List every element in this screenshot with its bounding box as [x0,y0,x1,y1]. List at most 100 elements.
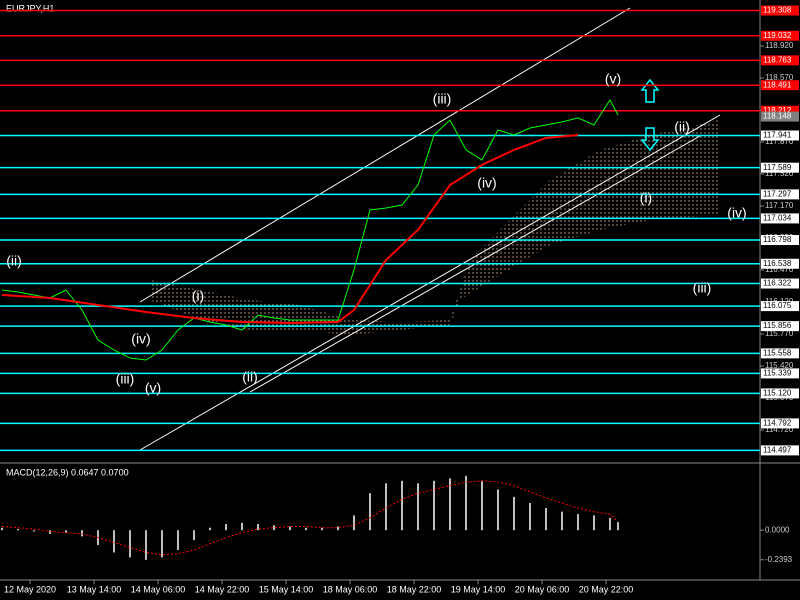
macd-bar [529,503,531,531]
y-tick-label: 117.520 [765,169,794,178]
wave-label: (iv) [477,175,496,191]
wave-label: (i) [640,190,652,206]
price-line [1,99,619,361]
macd-bar [81,530,83,537]
level-box [761,235,799,246]
y-tick-label: 115.770 [765,329,794,338]
macd-bar [465,475,467,531]
level-box [761,278,799,289]
macd-bar [561,511,563,531]
level-label: 114.497 [763,445,792,454]
x-tick-label: 18 May 06:00 [323,584,378,594]
level-label: 118.212 [763,106,792,115]
level-box [761,348,799,359]
x-tick-label: 20 May 06:00 [515,584,570,594]
level-label: 115.856 [763,321,792,330]
wave-label: (iv) [727,205,746,221]
macd-bar [289,526,291,531]
level-label: 115.558 [763,348,792,357]
level-label: 117.297 [763,189,792,198]
y-tick-label: -0.2393 [765,555,793,564]
x-tick-label: 18 May 22:00 [387,584,442,594]
macd-bar [113,530,115,553]
x-tick-label: 20 May 22:00 [579,584,634,594]
y-tick-label: 117.870 [765,137,794,146]
level-label: 116.538 [763,259,792,268]
price-line [1,134,579,325]
level-label: 115.339 [763,369,792,378]
y-tick-label: 118.920 [765,41,794,50]
macd-bar [401,480,403,531]
ichimoku-cloud [150,120,720,335]
level-box [761,130,799,141]
macd-bar [193,530,195,541]
level-box [761,213,799,224]
level-box [761,30,799,41]
macd-bar [145,530,147,560]
macd-bar [545,507,547,531]
wave-label: (ii) [6,253,22,269]
macd-bar [369,493,371,531]
y-tick-label: 116.470 [765,265,794,274]
macd-bar [17,528,19,531]
y-tick-label: 0.0000 [765,525,790,534]
x-tick-label: 13 May 14:00 [67,584,122,594]
macd-bar [609,517,611,531]
level-label: 116.798 [763,235,792,244]
macd-bar [481,480,483,531]
level-box [761,418,799,429]
main-panel [139,7,721,451]
macd-bar [161,530,163,558]
level-box [761,388,799,399]
x-tick-label: 15 May 14:00 [259,584,314,594]
x-tick-label: 14 May 06:00 [131,584,186,594]
macd-bar [337,526,339,531]
macd-bar [49,530,51,534]
x-tick-label: 14 May 22:00 [195,584,250,594]
y-tick-label: 117.170 [765,201,794,210]
level-label: 114.792 [763,419,792,428]
macd-bar [513,496,515,531]
macd-bar [577,514,579,531]
level-label: 116.322 [763,279,792,288]
macd-bar [593,515,595,531]
macd-bar [321,527,323,531]
level-label: 117.941 [763,131,792,140]
chart-title: EURJPY,H1 [6,3,54,13]
wave-label: (iv) [131,331,150,347]
level-box [761,258,799,269]
macd-bar [65,530,67,533]
level-label: 115.120 [763,389,792,398]
y-tick-label: 114.720 [765,425,794,434]
level-label: 119.308 [763,6,792,15]
macd-bar [1,527,3,531]
macd-bar [385,483,387,531]
macd-bar [497,489,499,531]
wave-label: (ii) [242,369,258,385]
level-label: 117.589 [763,163,792,172]
signal-line [1,480,619,556]
channel-line [139,7,631,303]
macd-bar [177,530,179,550]
wave-label: (ii) [674,119,690,135]
wave-label: (iii) [116,371,135,387]
macd-bar [305,527,307,531]
macd-bar [33,530,35,532]
macd-bar [241,522,243,531]
current-price-box [761,111,799,122]
wave-label: (iii) [693,280,712,296]
wave-label: (i) [192,288,204,304]
level-label: 118.491 [763,80,792,89]
macd-bar [257,524,259,531]
macd-bar [353,515,355,531]
y-tick-label: 115.420 [765,361,794,370]
level-box [761,301,799,312]
wave-label: (iii) [433,91,452,107]
current-price-label: 118.148 [763,112,792,121]
macd-bar [129,530,131,558]
channel-line [139,114,721,451]
macd-bar [209,527,211,531]
level-label: 117.034 [763,214,792,223]
wave-label: (v) [605,71,621,87]
macd-bar [433,480,435,531]
